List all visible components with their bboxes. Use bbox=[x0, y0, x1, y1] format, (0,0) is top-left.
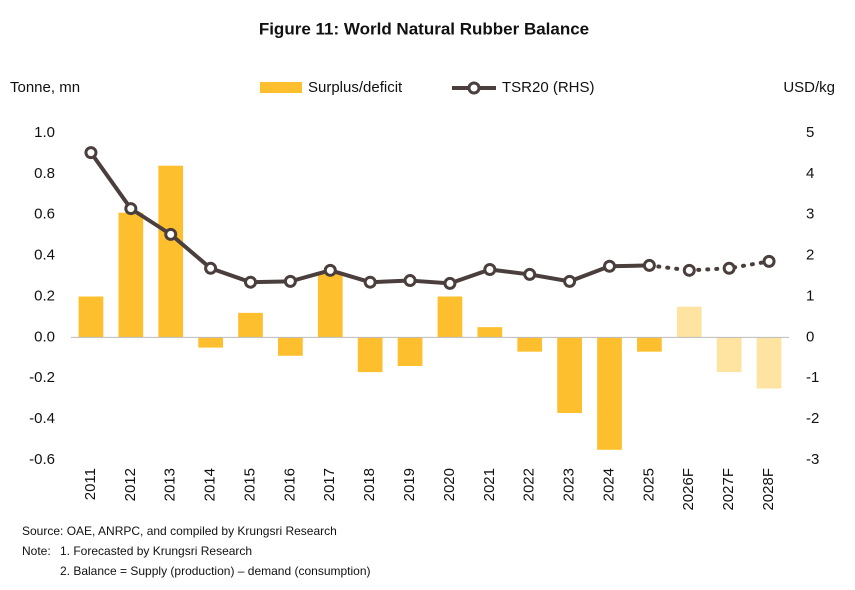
legend-label: Surplus/deficit bbox=[308, 79, 403, 96]
x-tick-label: 2023 bbox=[561, 468, 578, 501]
line-marker bbox=[483, 263, 497, 277]
y2-axis-label: USD/kg bbox=[783, 79, 835, 96]
note: 1. Forecasted by Krungsri Research bbox=[60, 544, 252, 558]
bar bbox=[158, 165, 184, 338]
y2-tick-label: 5 bbox=[806, 124, 814, 141]
x-tick-label: 2024 bbox=[600, 468, 617, 501]
y-tick-label: 0.6 bbox=[34, 206, 55, 223]
line-marker bbox=[682, 263, 696, 277]
line-marker bbox=[323, 263, 337, 277]
line-marker bbox=[403, 274, 417, 288]
y-tick-label: 0.4 bbox=[34, 247, 55, 264]
x-tick-label: 2025 bbox=[640, 468, 657, 501]
y2-tick-label: 0 bbox=[806, 328, 814, 345]
line-marker bbox=[642, 258, 656, 272]
bar bbox=[557, 337, 582, 413]
bar bbox=[597, 337, 622, 450]
bar bbox=[637, 337, 662, 352]
x-tick-label: 2018 bbox=[361, 468, 378, 501]
bar bbox=[118, 212, 144, 338]
x-tick-label: 2019 bbox=[401, 468, 418, 501]
line-marker bbox=[244, 275, 257, 289]
line-marker bbox=[84, 146, 98, 160]
bar bbox=[317, 271, 343, 338]
x-tick-label: 2026F bbox=[680, 468, 697, 511]
bar bbox=[238, 312, 263, 338]
line-marker bbox=[204, 261, 218, 275]
y-tick-label: -0.4 bbox=[29, 410, 55, 427]
x-tick-label: 2013 bbox=[162, 468, 179, 501]
y2-tick-label: 1 bbox=[806, 287, 814, 304]
bar bbox=[278, 337, 303, 356]
x-tick-label: 2014 bbox=[202, 468, 219, 501]
legend-label: TSR20 (RHS) bbox=[502, 79, 595, 96]
x-tick-label: 2020 bbox=[441, 468, 458, 501]
legend-swatch bbox=[260, 82, 302, 93]
bar bbox=[198, 337, 223, 348]
line-marker bbox=[603, 259, 616, 273]
bar bbox=[477, 327, 503, 338]
line-marker bbox=[523, 267, 537, 281]
bar bbox=[78, 296, 104, 338]
bar bbox=[716, 337, 742, 373]
bar bbox=[437, 296, 463, 338]
line-marker bbox=[722, 261, 736, 275]
y-tick-label: 0.8 bbox=[34, 165, 55, 182]
y2-tick-label: -3 bbox=[806, 451, 819, 468]
note: 2. Balance = Supply (production) – deman… bbox=[60, 564, 371, 578]
line-marker bbox=[563, 274, 577, 288]
y2-tick-label: -1 bbox=[806, 369, 819, 386]
bar bbox=[756, 337, 782, 389]
x-tick-label: 2011 bbox=[82, 468, 99, 500]
x-tick-label: 2012 bbox=[122, 468, 139, 501]
note-label: Note: bbox=[22, 544, 51, 558]
x-tick-label: 2015 bbox=[241, 468, 258, 501]
line-marker bbox=[443, 276, 457, 290]
y-tick-label: 1.0 bbox=[34, 124, 55, 141]
bar bbox=[357, 337, 383, 373]
x-tick-label: 2022 bbox=[521, 468, 538, 501]
y2-tick-label: 3 bbox=[806, 206, 814, 223]
y2-tick-label: 4 bbox=[806, 165, 814, 182]
forecast-connector bbox=[647, 263, 692, 273]
bar bbox=[676, 306, 702, 338]
x-tick-label: 2017 bbox=[321, 468, 338, 501]
y2-tick-label: 2 bbox=[806, 247, 814, 264]
x-tick-label: 2016 bbox=[281, 468, 298, 501]
line-marker bbox=[124, 202, 138, 216]
x-tick-label: 2027F bbox=[720, 468, 737, 511]
line-marker bbox=[762, 254, 776, 268]
y2-tick-label: -2 bbox=[806, 410, 819, 427]
source: Source: OAE, ANRPC, and compiled by Krun… bbox=[22, 524, 337, 538]
y-axis-label: Tonne, mn bbox=[10, 79, 80, 96]
line-marker bbox=[283, 274, 297, 288]
chart-title: Figure 11: World Natural Rubber Balance bbox=[259, 19, 589, 38]
y-tick-label: 0.0 bbox=[34, 328, 55, 345]
x-tick-label: 2021 bbox=[481, 468, 498, 501]
bar bbox=[397, 337, 423, 366]
line-marker bbox=[164, 227, 178, 241]
y-tick-label: 0.2 bbox=[34, 287, 55, 304]
legend-marker bbox=[467, 81, 481, 95]
y-tick-label: -0.6 bbox=[29, 451, 55, 468]
y-tick-label: -0.2 bbox=[29, 369, 55, 386]
line-marker bbox=[363, 275, 377, 289]
bar bbox=[517, 337, 543, 352]
x-tick-label: 2028F bbox=[760, 468, 777, 511]
